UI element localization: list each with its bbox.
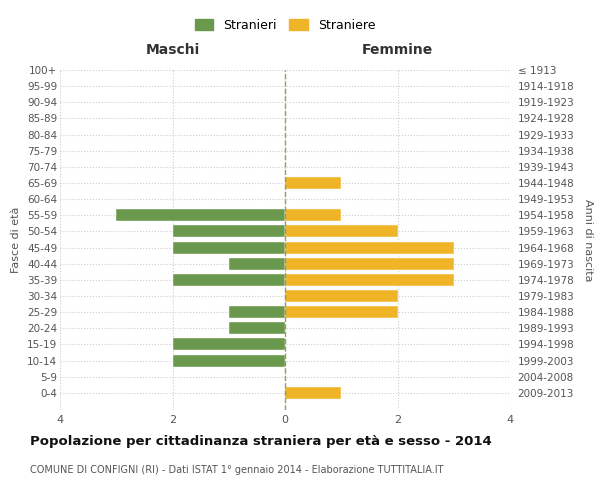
Bar bbox=[173, 354, 285, 366]
Text: Popolazione per cittadinanza straniera per età e sesso - 2014: Popolazione per cittadinanza straniera p… bbox=[30, 435, 492, 448]
Bar bbox=[285, 290, 398, 302]
Text: COMUNE DI CONFIGNI (RI) - Dati ISTAT 1° gennaio 2014 - Elaborazione TUTTITALIA.I: COMUNE DI CONFIGNI (RI) - Dati ISTAT 1° … bbox=[30, 465, 443, 475]
Bar bbox=[285, 258, 454, 270]
Legend: Stranieri, Straniere: Stranieri, Straniere bbox=[190, 14, 380, 36]
Bar bbox=[285, 177, 341, 189]
Bar bbox=[285, 306, 398, 318]
Bar bbox=[116, 209, 285, 222]
Bar bbox=[229, 258, 285, 270]
Bar bbox=[173, 274, 285, 286]
Bar bbox=[229, 306, 285, 318]
Bar bbox=[285, 274, 454, 286]
Bar bbox=[173, 242, 285, 254]
Y-axis label: Anni di nascita: Anni di nascita bbox=[583, 198, 593, 281]
Text: Maschi: Maschi bbox=[145, 43, 200, 57]
Text: Femmine: Femmine bbox=[362, 43, 433, 57]
Bar bbox=[285, 209, 341, 222]
Bar bbox=[285, 387, 341, 399]
Bar bbox=[229, 322, 285, 334]
Bar bbox=[173, 338, 285, 350]
Bar bbox=[173, 226, 285, 237]
Bar bbox=[285, 226, 398, 237]
Y-axis label: Fasce di età: Fasce di età bbox=[11, 207, 22, 273]
Bar bbox=[285, 242, 454, 254]
